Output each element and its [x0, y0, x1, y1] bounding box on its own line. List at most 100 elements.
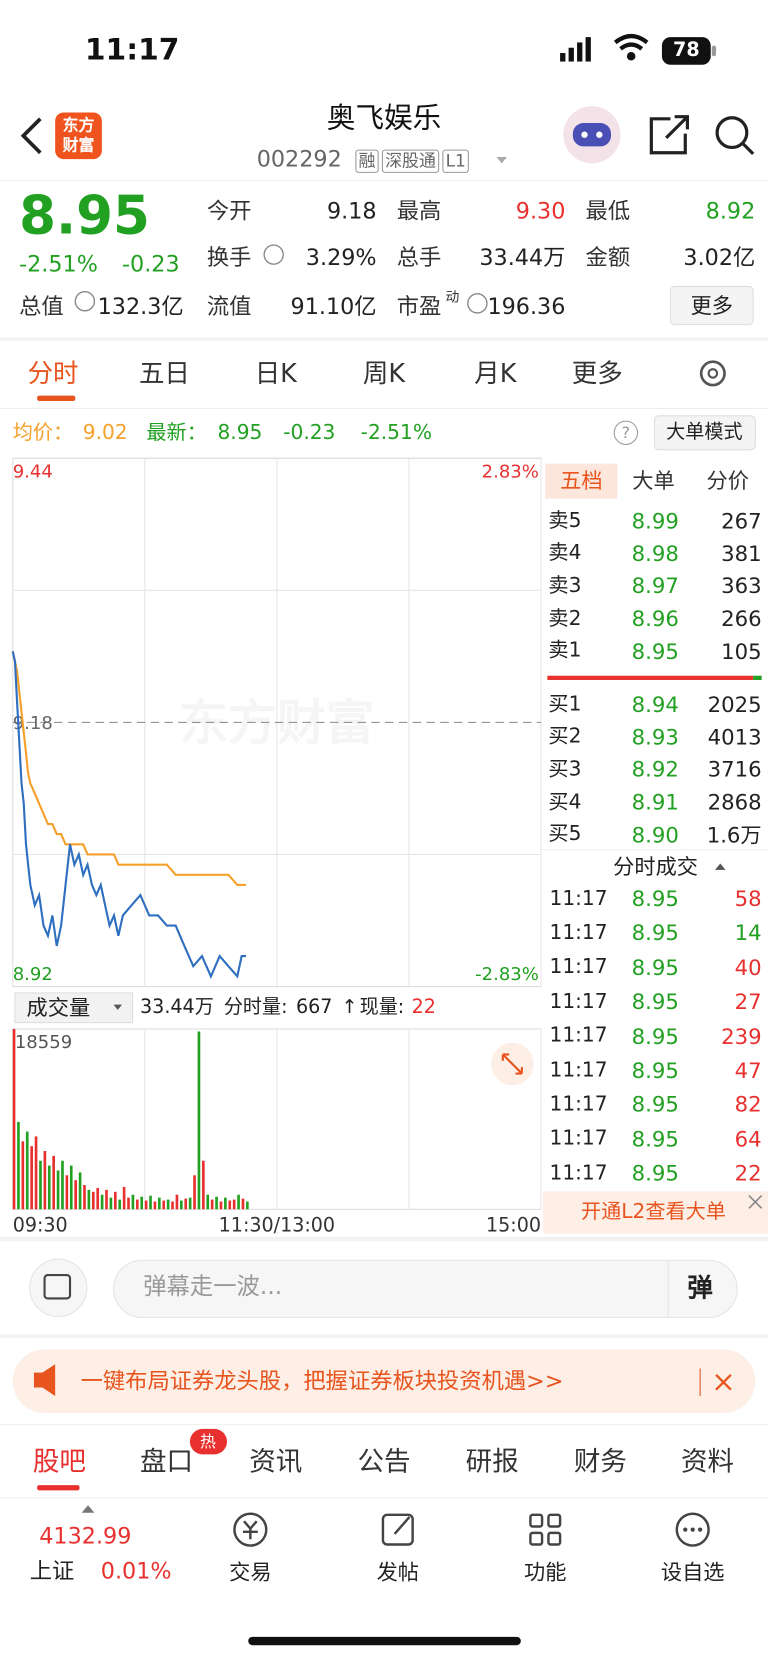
orderbook-tab[interactable]: 分价 — [706, 467, 749, 494]
avg-line — [11, 651, 246, 886]
orderbook-tab[interactable]: 五档 — [560, 467, 603, 494]
book-label: 买4 — [548, 789, 582, 814]
help-icon[interactable] — [613, 420, 639, 446]
volume-bar — [219, 1201, 223, 1210]
book-volume: 1.6万 — [706, 821, 762, 848]
banner-close[interactable] — [715, 1373, 732, 1391]
volume-total: 33.44万 — [140, 996, 214, 1019]
danmu-button[interactable]: 弹 — [687, 1272, 713, 1303]
book-price: 8.96 — [631, 605, 679, 632]
book-volume: 105 — [721, 638, 762, 664]
book-label: 买5 — [548, 822, 582, 846]
nav-item[interactable]: 交易 — [229, 1559, 272, 1585]
trade-time: 11:17 — [549, 1092, 608, 1116]
bottom-tab[interactable]: 资讯 — [249, 1445, 303, 1477]
danmu-icon[interactable] — [29, 1258, 88, 1317]
volume-select[interactable]: 成交量 — [26, 995, 91, 1021]
trade-price: 8.95 — [631, 1023, 679, 1049]
trade-time: 11:17 — [549, 1161, 608, 1185]
volume-bar — [237, 1194, 240, 1210]
volume-bar — [171, 1201, 174, 1210]
bottom-tab[interactable]: 资料 — [681, 1445, 735, 1477]
book-price: 8.91 — [631, 789, 679, 815]
volume-bar — [30, 1146, 33, 1210]
bottom-tab[interactable]: 公告 — [357, 1445, 411, 1477]
volume-bar — [25, 1131, 29, 1210]
mode-button[interactable] — [653, 415, 756, 451]
volume-bar — [193, 1175, 196, 1210]
volume-bar — [246, 1201, 249, 1210]
logo — [55, 112, 102, 160]
orderbook-tab[interactable]: 大单 — [632, 467, 675, 494]
nav-item[interactable]: 发帖 — [376, 1559, 420, 1585]
more-button[interactable] — [669, 285, 754, 326]
danmu-placeholder[interactable]: 弹幕走一波... — [143, 1273, 283, 1301]
stat-value: 3.02亿 — [683, 245, 756, 271]
trades-title[interactable]: 分时成交 — [613, 853, 699, 880]
signal — [560, 37, 591, 62]
chart-tab[interactable]: 日K — [254, 358, 297, 388]
danmu-input[interactable] — [112, 1259, 738, 1319]
volume-bar — [153, 1201, 157, 1210]
bottom-tab[interactable]: 研报 — [465, 1445, 519, 1477]
trade-price: 8.95 — [631, 1091, 679, 1118]
orderbook-tab-active — [545, 463, 618, 499]
l2-banner[interactable]: 开通L2查看大单 — [580, 1199, 726, 1223]
megaphone — [33, 1364, 56, 1397]
index-pct: 0.01% — [100, 1558, 172, 1585]
book-volume: 266 — [721, 605, 762, 632]
back-button[interactable] — [20, 117, 42, 155]
volume-bar — [144, 1200, 148, 1210]
share-button[interactable] — [649, 115, 689, 155]
bottom-tab[interactable]: 股吧 — [32, 1445, 86, 1477]
volume-bar — [52, 1155, 55, 1210]
settings-button[interactable] — [699, 360, 726, 387]
trade-price: 8.95 — [631, 954, 679, 980]
price: 8.95 — [19, 184, 150, 247]
minute-volume: 667 — [295, 996, 333, 1019]
chart-tab[interactable]: 更多 — [571, 358, 623, 388]
trade-time: 11:17 — [549, 1023, 608, 1048]
volume-bar — [206, 1194, 210, 1210]
trade-price: 8.95 — [631, 988, 679, 1015]
chart-tab[interactable]: 月K — [474, 358, 517, 388]
banner[interactable] — [12, 1349, 756, 1413]
trade-volume: 22 — [734, 1160, 762, 1187]
l2-banner[interactable] — [543, 1191, 768, 1234]
dropdown[interactable] — [496, 156, 508, 164]
y2-tick-label: 2.83% — [482, 461, 539, 482]
book-label: 卖3 — [548, 573, 582, 598]
volume-bar — [197, 1031, 201, 1210]
volume-bar — [113, 1191, 117, 1210]
bottom-tab[interactable]: 财务 — [573, 1445, 627, 1477]
volume-bar — [65, 1175, 69, 1210]
y2-tick-label: -2.83% — [475, 964, 539, 985]
chart-tab[interactable]: 周K — [362, 358, 406, 388]
more-button[interactable]: 更多 — [690, 292, 734, 319]
minute-label: 分时量: — [223, 996, 288, 1019]
ratio-bar — [547, 675, 754, 680]
latest-value: 8.95 — [217, 420, 263, 445]
volume-bar — [105, 1189, 108, 1210]
banner-text[interactable]: 一键布局证券龙头股，把握证券板块投资机遇>> — [80, 1368, 564, 1395]
nav-item[interactable]: 功能 — [524, 1559, 567, 1585]
y-tick-label: 9.44 — [13, 461, 53, 482]
volume-bar — [118, 1199, 122, 1210]
volume-bar — [166, 1199, 170, 1210]
volume-bar — [39, 1160, 42, 1210]
mode-button[interactable]: 大单模式 — [666, 421, 743, 444]
home-indicator — [248, 1636, 521, 1646]
search-button[interactable] — [715, 116, 749, 150]
nav-item[interactable]: 设自选 — [660, 1559, 725, 1585]
chart-tab[interactable]: 分时 — [27, 358, 79, 388]
chart-tab[interactable]: 五日 — [138, 358, 190, 388]
stat-value: 9.18 — [326, 198, 377, 225]
bottom-tab[interactable]: 盘口 — [140, 1445, 194, 1477]
book-label: 买2 — [548, 724, 582, 749]
book-price: 8.93 — [631, 724, 679, 750]
stat-label: 换手 — [206, 245, 252, 271]
volume-select[interactable] — [14, 992, 134, 1024]
trade-time: 11:17 — [549, 955, 608, 979]
minute-arrow: ↑ — [341, 996, 358, 1019]
